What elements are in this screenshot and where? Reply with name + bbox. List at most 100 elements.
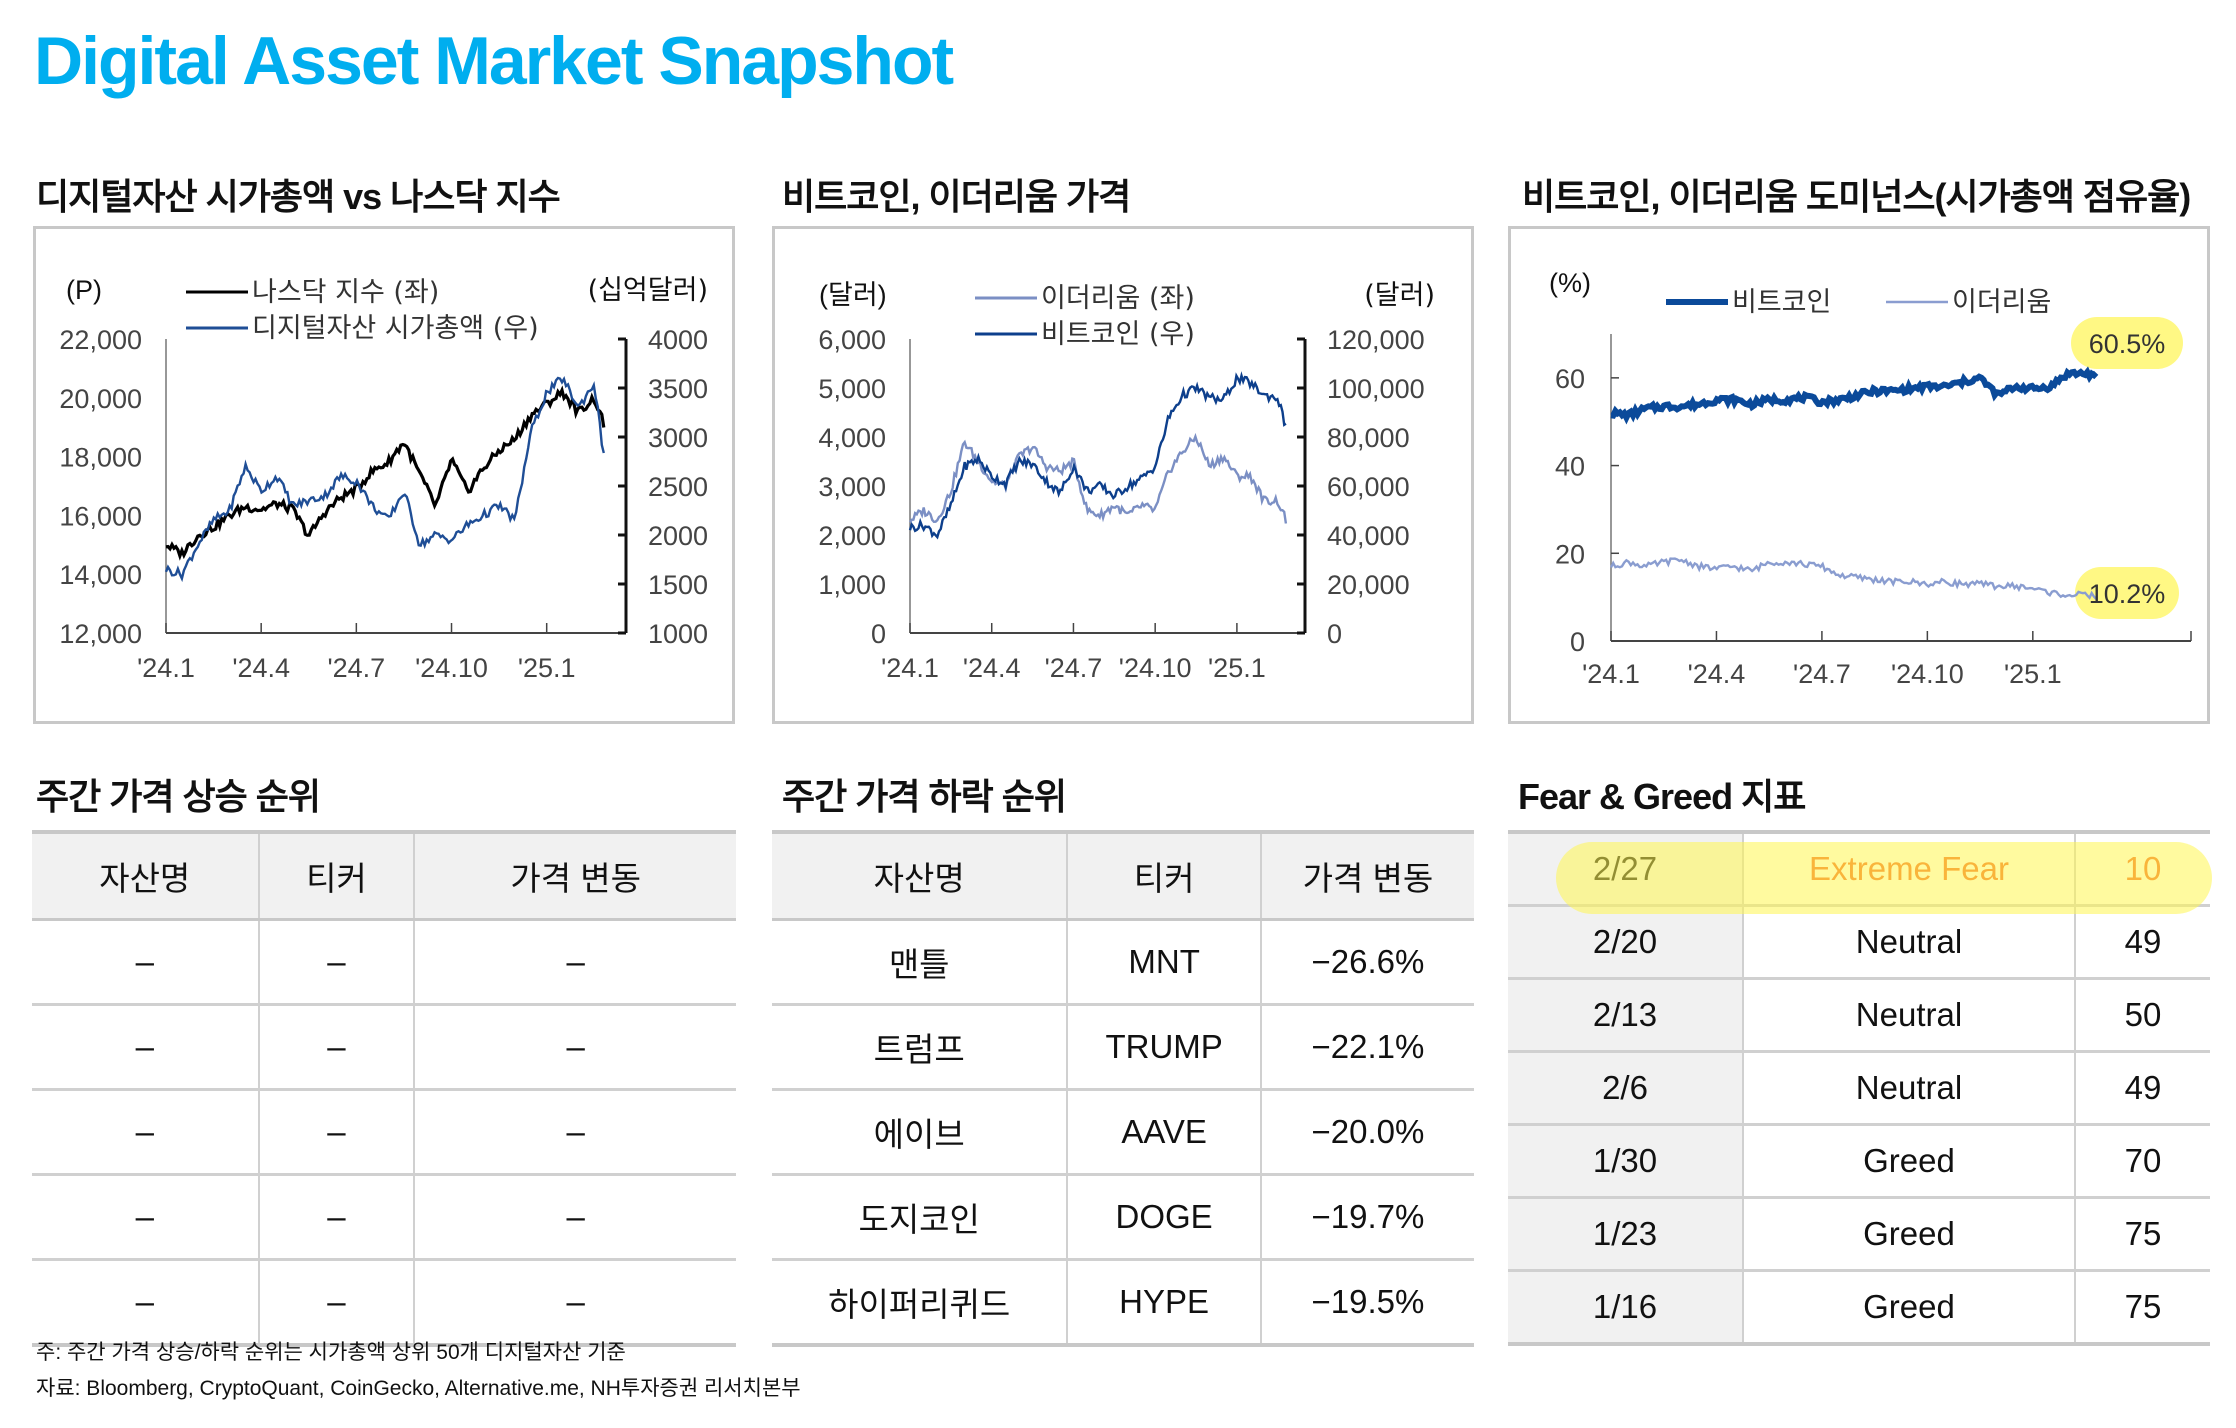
- annotation-btc: 60.5%: [2089, 329, 2166, 359]
- x-tick-label: '24.10: [1891, 659, 1964, 689]
- y-tick-label-right: 80,000: [1327, 423, 1410, 453]
- table-row: 1/30 Greed 70: [1508, 1124, 2210, 1199]
- y-tick-label-right: 2500: [648, 472, 708, 502]
- price-change: −22.1%: [1259, 1004, 1474, 1091]
- table-row: 에이브 AAVE −20.0%: [772, 1089, 1474, 1176]
- price-change: −19.7%: [1259, 1174, 1474, 1261]
- index-value: 75: [2074, 1270, 2210, 1346]
- column-header: 가격 변동: [1259, 830, 1474, 921]
- y-tick-label: 20: [1555, 539, 1585, 569]
- legend-label: 나스닥 지수 (좌): [252, 277, 439, 308]
- price-change: −20.0%: [1259, 1089, 1474, 1176]
- chart-svg: 22,000 20,000 18,000 16,000 14,000 12,000 4000…: [59, 275, 708, 683]
- table-row: – – –: [32, 1259, 736, 1347]
- asset-name: –: [32, 919, 259, 1006]
- y-tick-label-left: 5,000: [818, 374, 886, 404]
- y-tick-label-left: 16,000: [59, 501, 142, 531]
- y-tick-label-left: 14,000: [59, 560, 142, 590]
- index-value: 70: [2074, 1124, 2210, 1199]
- sentiment: Neutral: [1742, 978, 2075, 1053]
- sentiment: Greed: [1742, 1270, 2075, 1346]
- column-header: 자산명: [772, 830, 1068, 921]
- x-tick-label: '24.7: [1045, 653, 1103, 683]
- index-value: 50: [2074, 978, 2210, 1053]
- chart-btc-eth-price: 6,000 5,000 4,000 3,000 2,000 1,000 0 120,000 10…: [772, 226, 1474, 724]
- table-row: 2/20 Neutral 49: [1508, 905, 2210, 980]
- y-tick-label: 0: [1570, 627, 1585, 657]
- x-tick-label: '24.4: [232, 653, 290, 683]
- y-tick-label-left: 4,000: [818, 423, 886, 453]
- highlight-marker: [2071, 317, 2183, 369]
- losers-table: 자산명 티커 가격 변동 맨틀 MNT −26.6% 트럼프 TRUMP −22.1% 에이…: [772, 830, 1474, 1347]
- asset-name: –: [32, 1259, 259, 1347]
- ticker: –: [257, 1089, 415, 1176]
- asset-name: 트럼프: [772, 1004, 1068, 1091]
- y-tick-label-right: 1000: [648, 619, 708, 649]
- annotation-eth: 10.2%: [2089, 579, 2166, 609]
- x-tick-label: '24.1: [1582, 659, 1640, 689]
- y-axis-label-right: (십억달러): [588, 275, 708, 306]
- y-axis-label: (%): [1549, 268, 1591, 298]
- chart-nasdaq-vs-marketcap: 22,000 20,000 18,000 16,000 14,000 12,000 4000…: [33, 226, 735, 724]
- x-tick-label: '24.7: [327, 653, 385, 683]
- date: 2/27: [1508, 832, 1743, 907]
- table-row: 2/13 Neutral 50: [1508, 978, 2210, 1053]
- table-row: 도지코인 DOGE −19.7%: [772, 1174, 1474, 1261]
- table-row: – – –: [32, 919, 736, 1006]
- asset-name: –: [32, 1004, 259, 1091]
- legend-label: 이더리움: [1952, 287, 2051, 318]
- x-tick-label: '25.1: [518, 653, 576, 683]
- sentiment: Extreme Fear: [1742, 832, 2075, 907]
- y-axis-label-right: (달러): [1364, 280, 1435, 311]
- sentiment: Neutral: [1742, 1051, 2075, 1126]
- ticker: TRUMP: [1066, 1004, 1261, 1091]
- y-tick-label-right: 40,000: [1327, 521, 1410, 551]
- ticker: AAVE: [1066, 1089, 1261, 1176]
- ticker: DOGE: [1066, 1174, 1261, 1261]
- y-tick-label-right: 3000: [648, 423, 708, 453]
- table-row: 하이퍼리퀴드 HYPE −19.5%: [772, 1259, 1474, 1347]
- highlight-marker: [2075, 567, 2179, 619]
- series-line-0: [909, 432, 1288, 524]
- chart1-title: 디지털자산 시가총액 vs 나스닥 지수: [36, 176, 561, 217]
- chart-svg: 60 40 20 0'24.1 '24.4 '24.7 '24.10 '25.1 (%) 비트코인…: [1549, 268, 2192, 689]
- series-line-0: [1610, 366, 2099, 425]
- y-tick-label-left: 18,000: [59, 443, 142, 473]
- table-row: 2/6 Neutral 49: [1508, 1051, 2210, 1126]
- column-header: 티커: [257, 830, 415, 921]
- date: 2/6: [1508, 1051, 1743, 1126]
- ticker: MNT: [1066, 919, 1261, 1006]
- asset-name: 맨틀: [772, 919, 1068, 1006]
- page-title: Digital Asset Market Snapshot: [34, 23, 954, 99]
- x-tick-label: '24.10: [415, 653, 488, 683]
- asset-name: 하이퍼리퀴드: [772, 1259, 1068, 1347]
- table-row: – – –: [32, 1174, 736, 1261]
- legend-label: 이더리움 (좌): [1041, 283, 1195, 314]
- date: 1/30: [1508, 1124, 1743, 1199]
- y-tick-label-left: 0: [871, 619, 886, 649]
- table-row: 1/23 Greed 75: [1508, 1197, 2210, 1272]
- legend-label: 비트코인 (우): [1041, 319, 1195, 350]
- ticker: HYPE: [1066, 1259, 1261, 1347]
- price-change: −26.6%: [1259, 919, 1474, 1006]
- y-tick-label-left: 12,000: [59, 619, 142, 649]
- sentiment: Neutral: [1742, 905, 2075, 980]
- fear-greed-table: 2/27 Extreme Fear 10 2/20 Neutral 49 2/13 Neutr…: [1508, 830, 2210, 1346]
- price-change: –: [413, 1174, 736, 1261]
- table-row: – – –: [32, 1089, 736, 1176]
- price-change: –: [413, 919, 736, 1006]
- asset-name: 도지코인: [772, 1174, 1068, 1261]
- y-tick-label-right: 2000: [648, 521, 708, 551]
- x-tick-label: '24.4: [963, 653, 1021, 683]
- index-value: 49: [2074, 1051, 2210, 1126]
- asset-name: 에이브: [772, 1089, 1068, 1176]
- ticker: –: [257, 1174, 415, 1261]
- date: 2/20: [1508, 905, 1743, 980]
- gainers-title: 주간 가격 상승 순위: [36, 776, 321, 817]
- footnote: 주: 주간 가격 상승/하락 순위는 시가총액 상위 50개 디지털자산 기준: [36, 1341, 626, 1364]
- index-value: 10: [2074, 832, 2210, 907]
- price-change: −19.5%: [1259, 1259, 1474, 1347]
- index-value: 49: [2074, 905, 2210, 980]
- date: 2/13: [1508, 978, 1743, 1053]
- x-tick-label: '25.1: [2004, 659, 2062, 689]
